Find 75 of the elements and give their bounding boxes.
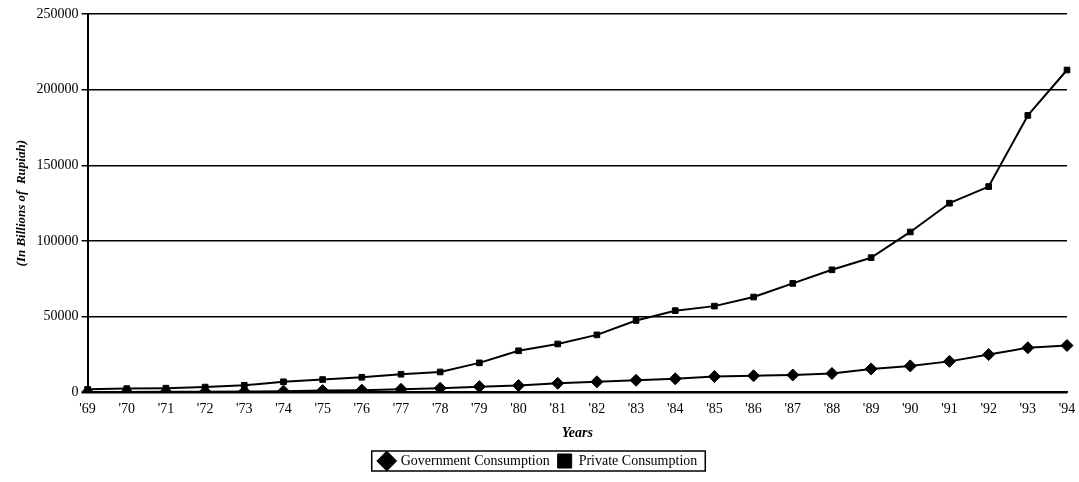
x-tick-label: '94: [1058, 401, 1076, 417]
point: [707, 370, 721, 384]
x-tick-label: '81: [549, 401, 566, 417]
point: [671, 307, 679, 314]
x-tick-label: '79: [471, 401, 488, 417]
point: [1024, 112, 1032, 119]
x-tick-label: '80: [510, 401, 527, 417]
point: [946, 199, 953, 207]
x-tick-label: '93: [1019, 401, 1037, 417]
point: [629, 373, 643, 387]
point: [280, 378, 287, 386]
x-tick-label: '73: [236, 401, 253, 417]
y-axis-title: (In Billions of Rupiah): [13, 139, 29, 267]
point: [632, 317, 640, 324]
point: [1060, 338, 1074, 352]
point: [786, 368, 800, 382]
point: [903, 359, 917, 373]
y-tick-label: 100000: [36, 232, 79, 248]
point: [590, 375, 604, 389]
point: [825, 366, 839, 380]
x-tick-label: '85: [706, 401, 723, 417]
point: [668, 372, 682, 386]
x-tick-label: '78: [431, 401, 449, 417]
x-tick-label: '71: [157, 401, 175, 417]
legend-label: Government Consumption: [400, 452, 550, 468]
x-tick-label: '84: [666, 401, 684, 417]
point: [515, 347, 522, 355]
point: [982, 348, 996, 362]
x-tick-label: '90: [902, 401, 919, 417]
point: [711, 302, 718, 310]
x-tick-label: '76: [353, 401, 371, 417]
point: [1021, 341, 1035, 355]
y-tick-label: 50000: [43, 308, 79, 324]
x-tick-label: '83: [627, 401, 645, 417]
point: [789, 280, 797, 287]
point: [985, 183, 992, 190]
point: [436, 368, 444, 376]
point: [867, 254, 875, 262]
point: [394, 382, 408, 393]
point: [240, 381, 248, 389]
point: [828, 266, 836, 274]
x-tick-label: '82: [588, 401, 606, 417]
x-tick-label: '92: [980, 401, 997, 417]
point: [906, 228, 914, 236]
x-tick-label: '87: [784, 401, 802, 417]
point: [397, 370, 405, 378]
x-tick-label: '72: [196, 401, 214, 417]
x-tick-label: '91: [941, 401, 958, 417]
x-tick-label: '75: [314, 401, 331, 417]
point: [593, 331, 601, 339]
x-axis-title: Years: [561, 425, 594, 441]
point: [472, 380, 486, 393]
legend-label: Private Consumption: [578, 452, 698, 468]
x-tick-label: '70: [118, 401, 136, 417]
point: [358, 373, 366, 381]
point: [750, 293, 757, 301]
x-tick-label: '89: [862, 401, 880, 417]
x-tick-label: '88: [823, 401, 841, 417]
point: [554, 340, 562, 348]
y-tick-label: 250000: [36, 5, 79, 21]
y-tick-label: 0: [71, 384, 79, 400]
y-tick-label: 150000: [36, 157, 79, 173]
y-tick-label: 200000: [36, 81, 79, 97]
point: [747, 369, 761, 383]
point: [512, 379, 526, 393]
x-tick-label: '86: [745, 401, 762, 417]
point: [942, 354, 956, 368]
point: [864, 362, 878, 376]
x-tick-label: '74: [275, 401, 292, 417]
point: [319, 376, 326, 383]
x-tick-label: '77: [392, 401, 410, 417]
point: [433, 381, 447, 393]
point: [551, 376, 565, 390]
x-tick-label: '69: [79, 401, 96, 417]
point: [476, 359, 483, 367]
